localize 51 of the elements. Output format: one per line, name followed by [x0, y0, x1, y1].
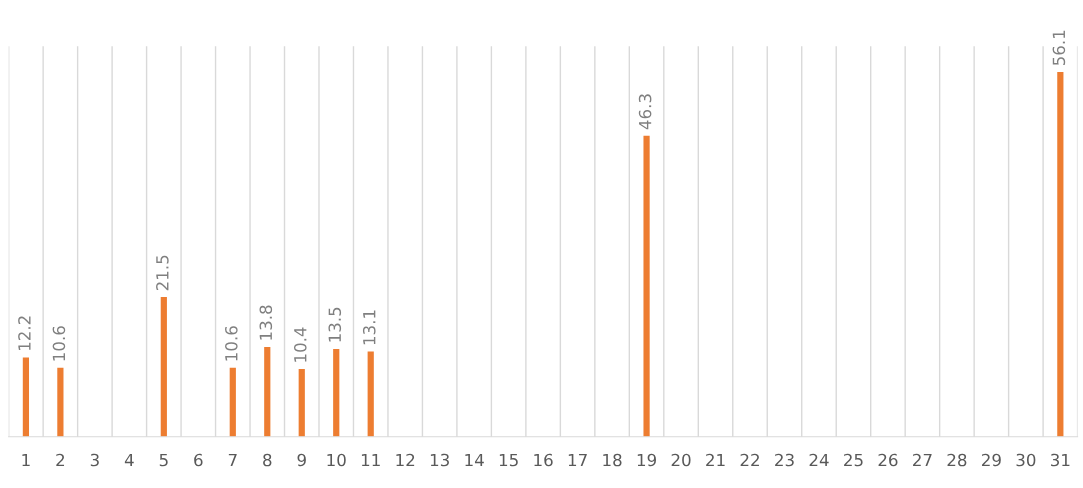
- data-label: 12.2: [18, 316, 31, 351]
- bar: [160, 296, 167, 437]
- x-tick-label: 26: [878, 453, 898, 467]
- bar: [229, 367, 236, 437]
- bar: [22, 357, 30, 437]
- x-tick-label: 19: [637, 453, 656, 467]
- data-label: 56.1: [1052, 30, 1066, 66]
- data-label: 46.3: [638, 94, 652, 130]
- x-tick-label: 22: [740, 453, 759, 467]
- data-label: 10.4: [293, 327, 307, 362]
- x-tick-label: 12: [396, 453, 415, 467]
- x-tick-label: 18: [603, 453, 622, 467]
- x-tick-label: 6: [194, 453, 203, 467]
- x-tick-label: 31: [1051, 453, 1070, 467]
- x-tick-label: 28: [947, 453, 967, 467]
- bar: [333, 348, 340, 437]
- x-tick-label: 3: [90, 453, 99, 467]
- bar: [1057, 71, 1064, 437]
- x-tick-label: 16: [534, 453, 553, 467]
- data-label: 10.6: [52, 326, 66, 361]
- x-tick-label: 17: [568, 453, 587, 467]
- x-tick-label: 13: [430, 453, 449, 467]
- data-label: 21.5: [156, 255, 169, 291]
- x-tick-label: 11: [361, 453, 380, 467]
- data-label: 13.1: [362, 310, 376, 345]
- x-tick-label: 29: [982, 453, 1001, 467]
- data-label: 13.8: [259, 305, 273, 340]
- x-tick-label: 4: [124, 453, 134, 467]
- x-tick-label: 24: [809, 453, 829, 467]
- bar: [298, 369, 305, 437]
- x-tick-label: 9: [297, 453, 306, 467]
- x-tick-label: 30: [1016, 453, 1036, 467]
- bar: [264, 347, 271, 437]
- x-tick-label: 20: [671, 453, 691, 467]
- x-tick-label: 27: [913, 453, 932, 467]
- x-tick-label: 15: [499, 453, 518, 467]
- x-tick-label: 25: [844, 453, 863, 467]
- bar: [367, 351, 374, 437]
- bar: [57, 367, 64, 437]
- x-tick-label: 10: [327, 453, 346, 467]
- x-tick-label: 1: [22, 453, 30, 467]
- x-tick-label: 5: [159, 453, 168, 467]
- data-label: 10.6: [225, 326, 238, 361]
- x-tick-label: 2: [56, 453, 65, 467]
- bar: [643, 135, 650, 437]
- x-tick-label: 21: [706, 453, 725, 467]
- x-tick-label: 23: [775, 453, 794, 467]
- x-tick-label: 14: [465, 453, 484, 467]
- x-tick-label: 8: [263, 453, 272, 467]
- data-label: 13.5: [328, 307, 342, 342]
- x-tick-label: 7: [228, 453, 237, 467]
